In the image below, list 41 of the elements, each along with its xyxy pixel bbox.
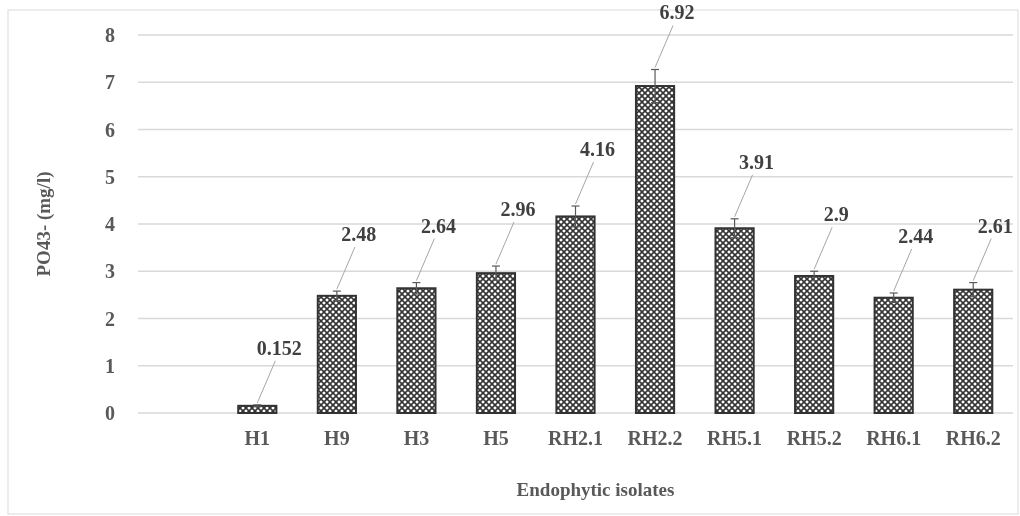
y-tick-label: 7: [105, 71, 115, 94]
data-label: 2.96: [500, 198, 536, 221]
x-tick-label: H1: [244, 427, 271, 449]
data-label: 0.152: [256, 336, 302, 359]
x-tick-label: RH2.2: [627, 427, 683, 449]
y-tick-label: 0: [105, 402, 115, 424]
x-tick-label: H5: [483, 427, 509, 449]
bar: [714, 227, 755, 414]
bar: [475, 272, 517, 414]
bar: [396, 287, 437, 414]
y-axis-title: PO43- (mg/l): [33, 171, 55, 277]
y-tick-label: 8: [105, 24, 115, 46]
bar: [953, 288, 994, 414]
x-axis-title: Endophytic isolates: [516, 479, 675, 500]
y-tick-label: 1: [105, 354, 115, 377]
y-tick-label: 5: [105, 165, 115, 188]
x-tick-label: RH6.2: [945, 427, 1001, 449]
data-label: 6.92: [659, 1, 695, 24]
data-label: 3.91: [739, 150, 775, 173]
x-tick-label: RH6.1: [866, 427, 922, 449]
x-tick-label: H9: [324, 427, 350, 449]
x-tick-label: RH5.2: [786, 427, 842, 449]
bar: [316, 294, 357, 414]
data-label: 2.61: [977, 214, 1013, 237]
bar: [794, 274, 835, 414]
bar: [634, 85, 676, 414]
data-label: 2.44: [898, 224, 934, 247]
x-tick-label: RH5.1: [707, 427, 763, 449]
x-tick-label: RH2.1: [548, 427, 603, 449]
x-tick-label: H3: [403, 427, 430, 449]
data-label: 2.9: [823, 203, 849, 226]
bar: [873, 296, 914, 414]
y-tick-label: 2: [105, 307, 115, 330]
bar: [555, 215, 596, 414]
data-label: 4.16: [580, 138, 615, 161]
y-tick-label: 3: [105, 260, 115, 283]
bar: [237, 404, 278, 414]
y-tick-label: 4: [105, 213, 115, 235]
y-tick-label: 6: [105, 118, 115, 141]
data-label: 2.48: [341, 223, 377, 246]
data-label: 2.64: [420, 214, 456, 237]
